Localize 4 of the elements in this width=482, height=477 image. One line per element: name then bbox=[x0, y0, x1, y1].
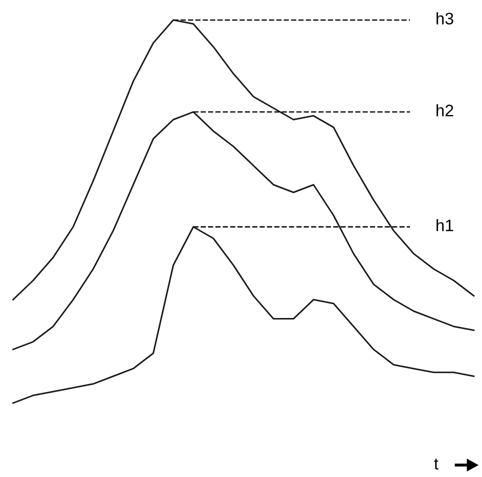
ref-line-label: h1 bbox=[436, 219, 454, 232]
x-axis-title: t bbox=[434, 458, 438, 470]
ref-line-label: h3 bbox=[436, 12, 454, 25]
ref-line-label: h2 bbox=[436, 104, 454, 116]
